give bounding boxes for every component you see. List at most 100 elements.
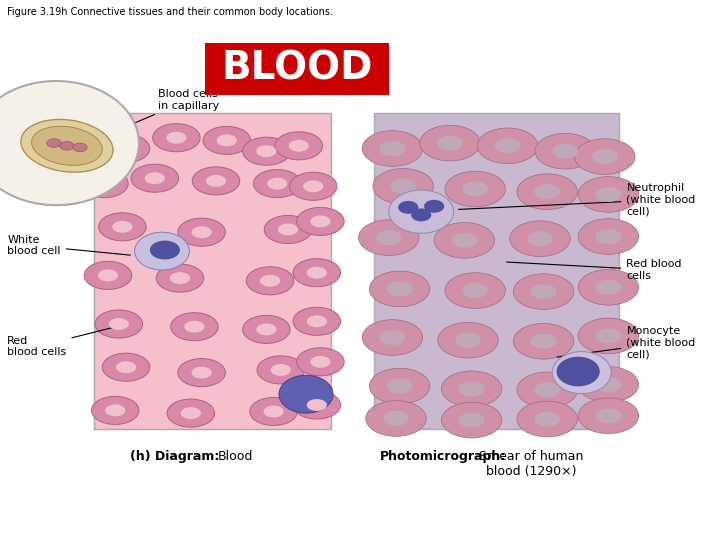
Ellipse shape [267,178,287,190]
Ellipse shape [389,190,454,233]
Ellipse shape [531,334,557,349]
Ellipse shape [178,359,225,387]
Ellipse shape [156,264,204,292]
Ellipse shape [578,269,639,305]
Text: Neutrophil
(white blood
cell): Neutrophil (white blood cell) [459,183,696,217]
Ellipse shape [293,307,341,335]
Ellipse shape [534,411,560,427]
Ellipse shape [455,333,481,348]
Ellipse shape [517,372,577,408]
Ellipse shape [109,318,129,330]
Ellipse shape [135,232,189,270]
Ellipse shape [95,310,143,338]
Ellipse shape [84,261,132,289]
Ellipse shape [424,200,444,213]
Ellipse shape [256,323,276,335]
Ellipse shape [293,259,341,287]
Ellipse shape [32,126,102,165]
Ellipse shape [131,164,179,192]
Ellipse shape [271,364,291,376]
Ellipse shape [451,233,477,248]
Ellipse shape [578,398,639,434]
Ellipse shape [279,375,333,413]
Ellipse shape [534,382,560,397]
Ellipse shape [98,269,118,281]
Text: Monocyte
(white blood
cell): Monocyte (white blood cell) [557,326,696,360]
Ellipse shape [307,315,327,327]
Ellipse shape [91,396,139,424]
Ellipse shape [578,177,639,212]
Ellipse shape [250,397,297,426]
Ellipse shape [181,407,201,419]
Ellipse shape [260,275,280,287]
Ellipse shape [459,413,485,428]
Ellipse shape [203,126,251,154]
Ellipse shape [264,406,284,417]
Ellipse shape [246,267,294,295]
Ellipse shape [595,377,621,392]
Ellipse shape [192,226,212,238]
Ellipse shape [387,281,413,296]
Ellipse shape [531,284,557,299]
Bar [94,113,331,429]
Ellipse shape [206,175,226,187]
Ellipse shape [578,219,639,254]
Ellipse shape [445,171,505,207]
Ellipse shape [398,201,418,214]
Ellipse shape [217,134,237,146]
Ellipse shape [81,170,128,198]
Ellipse shape [534,184,560,199]
Ellipse shape [145,172,165,184]
Ellipse shape [362,131,423,166]
Ellipse shape [170,272,190,284]
Ellipse shape [383,411,409,426]
Ellipse shape [437,136,463,151]
Ellipse shape [376,230,402,245]
Ellipse shape [21,119,113,172]
Ellipse shape [105,404,125,416]
Text: Smear of human
blood (1290×): Smear of human blood (1290×) [480,450,583,478]
Ellipse shape [99,213,146,241]
Ellipse shape [387,379,413,394]
Ellipse shape [116,361,136,373]
Ellipse shape [379,141,405,156]
Ellipse shape [373,168,433,204]
Text: Blood cells
in capillary: Blood cells in capillary [96,89,220,139]
Ellipse shape [184,321,204,333]
Ellipse shape [441,402,502,438]
Ellipse shape [253,170,301,198]
Ellipse shape [517,401,577,437]
Text: Figure 3.19h Connective tissues and their common body locations.: Figure 3.19h Connective tissues and thei… [7,7,333,17]
Ellipse shape [441,371,502,407]
Ellipse shape [592,149,618,164]
Ellipse shape [264,215,312,244]
Ellipse shape [166,132,186,144]
Ellipse shape [73,143,87,152]
Ellipse shape [557,357,600,387]
Ellipse shape [445,273,505,308]
Ellipse shape [513,323,574,359]
Ellipse shape [178,218,225,246]
Ellipse shape [307,399,327,411]
Ellipse shape [102,353,150,381]
Text: Red blood
cells: Red blood cells [507,259,682,281]
Ellipse shape [150,241,180,259]
Text: Red
blood cells: Red blood cells [7,326,120,357]
Ellipse shape [47,139,61,147]
Ellipse shape [192,367,212,379]
Ellipse shape [379,330,405,345]
Ellipse shape [116,143,136,154]
Ellipse shape [293,391,341,419]
Ellipse shape [420,125,480,161]
Circle shape [0,81,139,205]
Ellipse shape [297,207,344,235]
Ellipse shape [167,399,215,427]
Ellipse shape [94,178,114,190]
Text: White
blood cell: White blood cell [7,235,130,256]
Ellipse shape [517,174,577,210]
Ellipse shape [257,356,305,384]
Ellipse shape [513,274,574,309]
Ellipse shape [411,208,431,221]
Ellipse shape [275,132,323,160]
Bar [205,43,389,94]
